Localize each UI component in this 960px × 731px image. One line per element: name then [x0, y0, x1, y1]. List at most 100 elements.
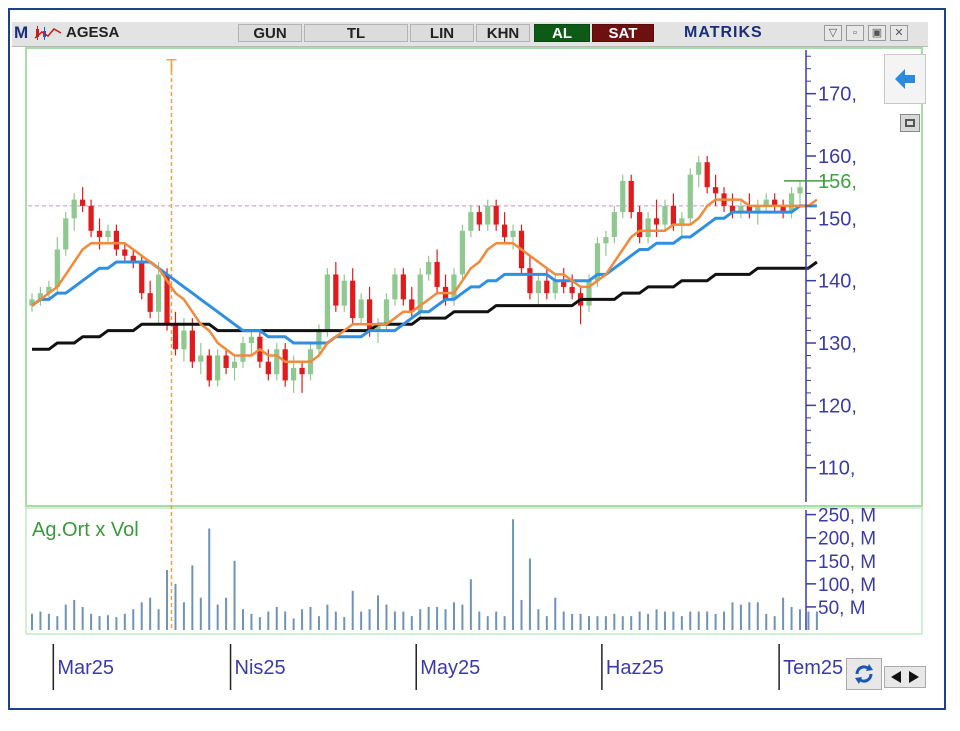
candle-body	[662, 205, 668, 225]
candle-body	[611, 212, 617, 238]
price-tick-label: 130,	[818, 333, 857, 355]
candle-body	[755, 205, 761, 213]
candle-body	[409, 299, 415, 312]
volume-tick-label: 50, M	[818, 598, 866, 619]
candle-body	[797, 187, 803, 194]
time-label: Tem25	[783, 657, 843, 679]
marker-label: T	[166, 56, 177, 76]
candle-body	[569, 286, 575, 294]
candle-body	[113, 230, 120, 250]
candle-body	[729, 205, 736, 213]
candle-body	[206, 355, 212, 381]
time-label: Haz25	[606, 657, 664, 679]
chart-window	[8, 8, 946, 710]
candle-body	[366, 299, 373, 331]
candle-body	[291, 367, 297, 381]
candle-body	[164, 274, 170, 325]
candle-body	[198, 355, 204, 362]
candle-body	[746, 205, 752, 213]
ema-slow-line	[31, 204, 817, 345]
candle-body	[172, 324, 179, 350]
candle-body	[147, 293, 153, 312]
currency-button[interactable]: TL	[304, 24, 408, 42]
candle-body	[552, 280, 558, 294]
candle-body	[653, 218, 660, 225]
candle-body	[712, 187, 719, 194]
collapse-arrow-button[interactable]	[884, 54, 926, 104]
candle-body	[63, 218, 69, 250]
refresh-icon	[855, 664, 873, 684]
candle-body	[71, 199, 77, 219]
candle-body	[324, 274, 331, 331]
candle-body	[763, 199, 769, 206]
scroll-arrows[interactable]	[884, 666, 926, 688]
panel-icon	[905, 119, 915, 127]
candle-body	[434, 261, 440, 287]
candle-body	[130, 255, 136, 262]
candle-body	[451, 274, 457, 300]
candle-body	[375, 324, 381, 331]
candle-body	[400, 274, 406, 300]
price-tick-label: 150,	[818, 208, 857, 230]
menu-m-button[interactable]: M	[14, 23, 29, 42]
candle-body	[96, 230, 103, 238]
sell-button[interactable]: SAT	[592, 24, 654, 42]
volume-panel-frame	[25, 507, 923, 635]
refresh-button[interactable]	[846, 658, 882, 690]
candle-body	[122, 249, 128, 256]
candle-body	[248, 336, 255, 344]
time-label: May25	[420, 657, 480, 679]
period-button[interactable]: GUN	[238, 24, 302, 42]
candle-body	[544, 280, 550, 294]
candle-body	[350, 280, 356, 319]
candle-body	[282, 349, 288, 381]
candle-body	[155, 274, 162, 312]
close-icon[interactable]: ✕	[890, 25, 908, 41]
scale-button[interactable]: LIN	[410, 24, 474, 42]
candle-body	[240, 343, 246, 362]
candle-body	[392, 274, 398, 300]
candle-body	[594, 243, 601, 281]
price-tick-label: 110,	[818, 458, 855, 480]
candle-body	[316, 330, 322, 350]
candle-body	[139, 261, 145, 294]
panel-toggle-button[interactable]	[900, 114, 920, 132]
time-label: Nis25	[235, 657, 286, 679]
time-label: Mar25	[57, 657, 114, 679]
price-tick-label: 170,	[818, 84, 857, 106]
candle-body	[586, 280, 592, 306]
candle-body	[215, 355, 221, 381]
candle-body	[459, 230, 466, 275]
arrow-left-icon	[895, 69, 915, 89]
candle-body	[37, 293, 44, 300]
chart-type-icon[interactable]	[34, 24, 62, 42]
candle-body	[46, 286, 52, 294]
candle-body	[341, 280, 347, 306]
minimize-icon[interactable]: ▫	[846, 25, 864, 41]
candle-body	[80, 199, 86, 206]
candle-body	[696, 162, 702, 175]
khn-button[interactable]: KHN	[476, 24, 530, 42]
price-tick-label: 160,	[818, 146, 857, 168]
candle-body	[772, 199, 778, 206]
symbol-label[interactable]: AGESA	[66, 24, 120, 41]
volume-tick-label: 200, M	[818, 529, 876, 550]
candle-body	[333, 274, 339, 306]
candle-body	[358, 299, 364, 319]
candle-body	[223, 355, 229, 368]
candle-body	[645, 218, 651, 238]
dropdown-icon[interactable]: ▽	[824, 25, 842, 41]
candle-body	[189, 330, 195, 362]
maximize-icon[interactable]: ▣	[868, 25, 886, 41]
candle-body	[780, 205, 786, 213]
ema-fast-line	[31, 198, 818, 363]
candle-body	[105, 230, 111, 238]
candle-body	[181, 330, 187, 350]
candle-body	[670, 205, 677, 225]
volume-label: Ag.Ort x Vol	[32, 519, 139, 541]
candle-body	[510, 230, 516, 238]
buy-button[interactable]: AL	[534, 24, 590, 42]
candle-body	[299, 367, 305, 375]
price-tick-label: 120,	[818, 395, 857, 417]
